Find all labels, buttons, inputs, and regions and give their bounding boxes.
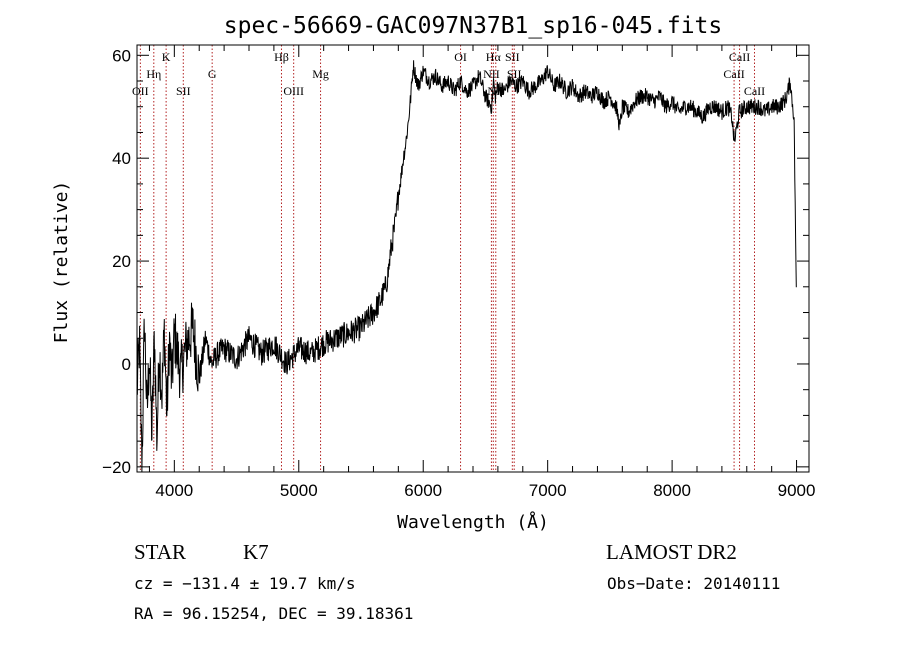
line-marker-label: K [162,50,171,64]
line-marker-label: SII [176,84,191,98]
line-marker-label: OI [454,50,467,64]
line-marker-label: G [208,67,217,81]
line-marker-label: NII [483,67,500,81]
x-axis-label: Wavelength (Å) [397,511,549,533]
y-tick-label: 20 [112,252,131,271]
line-marker-label: Hβ [274,50,289,64]
spectrum-series [136,60,797,473]
observation-date: Obs−Date: 20140111 [607,574,781,593]
survey-name: LAMOST DR2 [606,540,737,564]
x-tick-label: 5000 [280,481,318,500]
redshift-readout: cz = −131.4 ± 19.7 km/s [134,574,356,593]
x-tick-label: 6000 [404,481,442,500]
x-tick-label: 7000 [529,481,567,500]
y-tick-label: 40 [112,149,131,168]
line-marker-label: OIII [283,84,304,98]
object-subclass: K7 [243,540,269,564]
spectrum-line [136,60,797,473]
line-marker-label: CaII [729,50,750,64]
y-tick-label: −20 [102,458,131,477]
line-marker-label: Hα [486,50,502,64]
sky-coordinates: RA = 96.15254, DEC = 39.18361 [134,604,414,623]
line-marker-label: Hη [146,67,161,81]
plot-axes: 4000 5000 6000 7000 8000 9000 −20 0 20 40 60 [102,44,816,500]
x-tick-label: 9000 [778,481,816,500]
line-marker-label: CaII [744,84,765,98]
line-marker-label: SII [505,50,520,64]
y-tick-label: 0 [122,355,131,374]
line-marker-label: Mg [312,67,329,81]
chart-title: spec-56669-GAC097N37B1_sp16-045.fits [224,13,723,39]
y-axis-label: Flux (relative) [51,181,72,344]
x-tick-label: 8000 [653,481,691,500]
x-tick-label: 4000 [155,481,193,500]
y-tick-label: 60 [112,46,131,65]
line-marker-label: OII [132,84,149,98]
object-class: STAR [134,540,186,564]
line-marker-label: CaII [723,67,744,81]
